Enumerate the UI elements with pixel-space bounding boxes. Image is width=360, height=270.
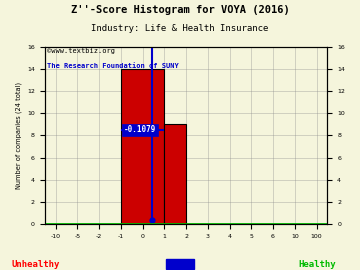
Text: Unhealthy: Unhealthy (12, 260, 60, 269)
Text: Z''-Score Histogram for VOYA (2016): Z''-Score Histogram for VOYA (2016) (71, 5, 289, 15)
Text: The Research Foundation of SUNY: The Research Foundation of SUNY (48, 63, 179, 69)
Bar (164, 124, 186, 224)
Bar (121, 69, 164, 224)
Text: -0.1079: -0.1079 (124, 125, 157, 134)
Text: Score: Score (167, 260, 193, 269)
Text: ©www.textbiz.org: ©www.textbiz.org (48, 49, 116, 55)
Text: Healthy: Healthy (298, 260, 336, 269)
Y-axis label: Number of companies (24 total): Number of companies (24 total) (15, 82, 22, 189)
Text: Industry: Life & Health Insurance: Industry: Life & Health Insurance (91, 24, 269, 33)
